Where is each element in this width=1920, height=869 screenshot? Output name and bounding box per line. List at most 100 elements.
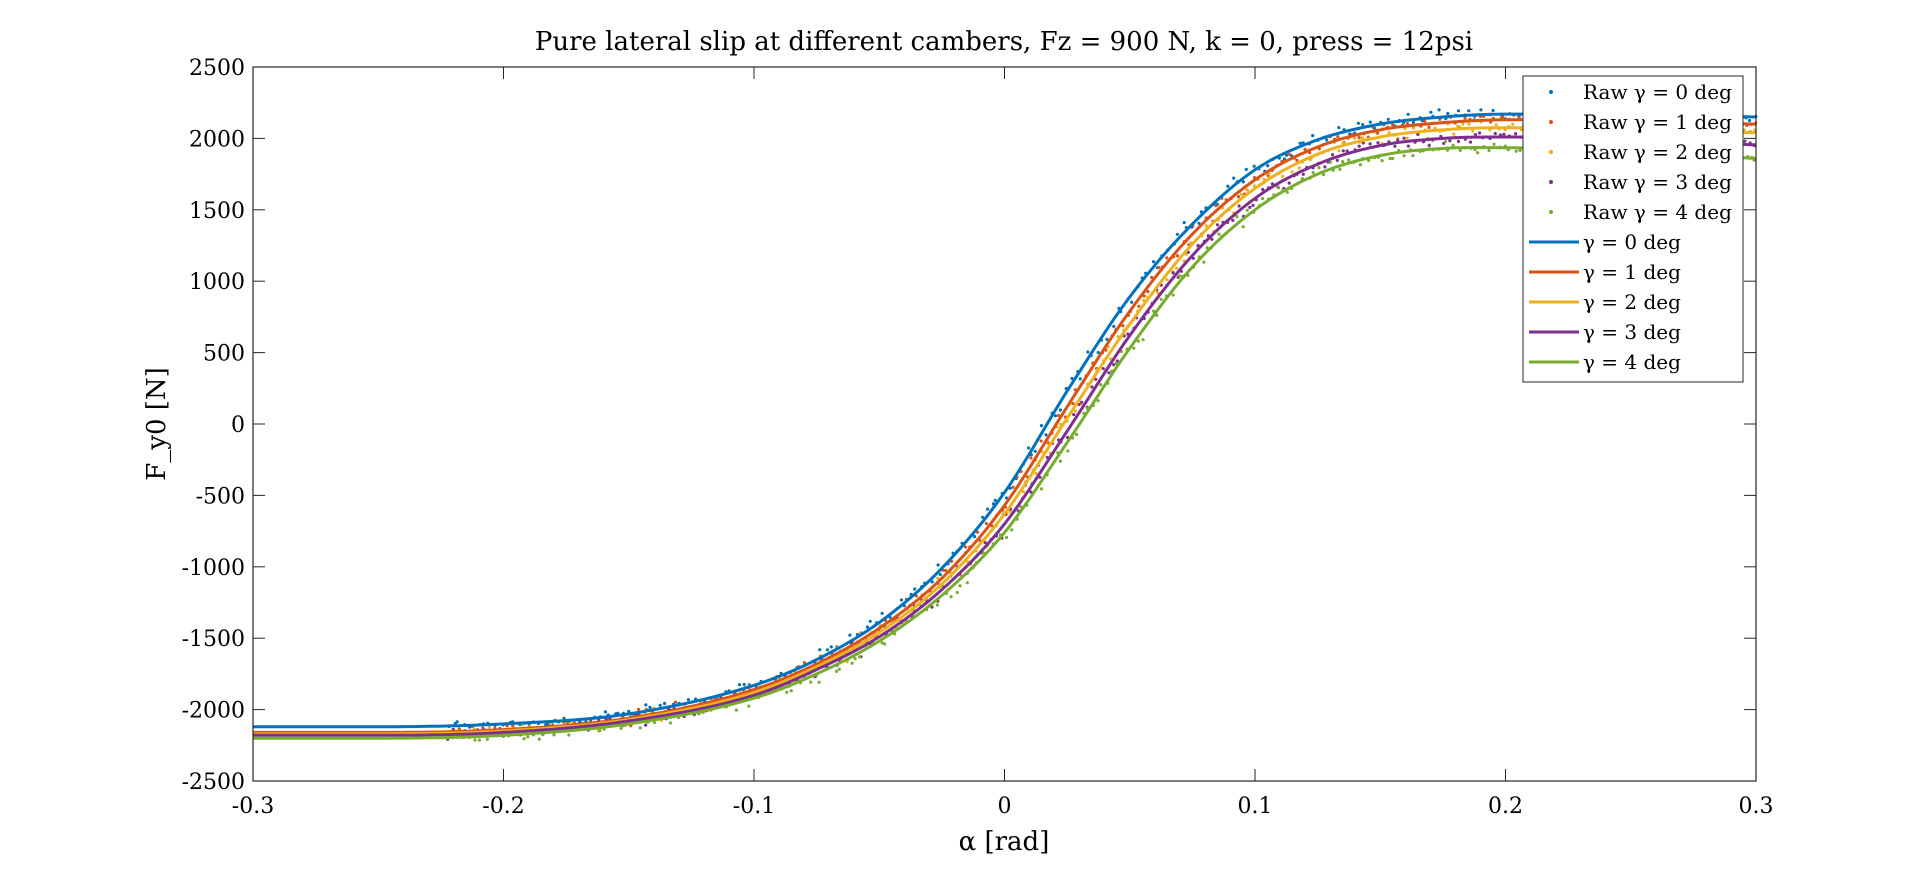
raw-point (1241, 180, 1245, 184)
raw-point (1387, 131, 1391, 135)
raw-point (983, 541, 987, 545)
raw-point (1396, 138, 1400, 142)
raw-point (1456, 139, 1461, 143)
raw-point (1029, 490, 1033, 494)
raw-point (1288, 152, 1292, 157)
raw-point (1448, 139, 1452, 143)
raw-point (537, 737, 541, 741)
raw-point (1471, 129, 1475, 133)
raw-point (1210, 237, 1214, 241)
raw-point (1121, 324, 1125, 328)
raw-point (747, 704, 751, 708)
raw-point (1380, 159, 1384, 163)
raw-point (1073, 409, 1078, 413)
raw-point (1053, 414, 1057, 418)
raw-point (880, 641, 884, 645)
raw-point (1317, 166, 1321, 170)
raw-point (1301, 172, 1305, 176)
legend-raw-label: Raw γ = 4 deg (1583, 200, 1732, 224)
raw-point (1473, 133, 1478, 137)
raw-point (809, 680, 813, 684)
legend-raw-marker (1549, 180, 1553, 184)
raw-point (986, 507, 990, 511)
y-tick-label: 1500 (189, 199, 245, 224)
raw-point (1452, 132, 1456, 136)
raw-point (1411, 120, 1415, 124)
raw-point (1331, 153, 1335, 157)
raw-point (993, 498, 997, 502)
y-tick-label: 500 (203, 342, 245, 367)
raw-point (1244, 167, 1248, 171)
raw-point (668, 721, 673, 725)
raw-point (1358, 163, 1362, 167)
legend-raw-marker (1549, 150, 1553, 154)
legend-raw-label: Raw γ = 1 deg (1583, 110, 1732, 134)
raw-point (1311, 134, 1315, 138)
raw-point (1226, 184, 1230, 188)
legend-raw-marker (1549, 120, 1553, 124)
raw-point (1266, 164, 1270, 168)
legend-raw-label: Raw γ = 3 deg (1583, 170, 1732, 194)
raw-point (1078, 377, 1082, 381)
raw-point (1004, 535, 1009, 540)
raw-point (818, 648, 822, 652)
x-axis-label: α [rad] (959, 827, 1050, 857)
raw-point (1743, 139, 1747, 143)
raw-point (1337, 149, 1341, 153)
raw-point (1406, 144, 1410, 148)
raw-point (1197, 221, 1201, 225)
raw-point (1261, 187, 1265, 192)
raw-point (1044, 433, 1048, 437)
raw-point (834, 669, 839, 674)
x-tick-label: 0.3 (1739, 794, 1774, 819)
raw-point (1175, 232, 1179, 236)
raw-point (1159, 297, 1163, 301)
raw-point (1467, 122, 1471, 126)
raw-point (1747, 118, 1752, 123)
raw-point (652, 720, 657, 725)
raw-point (648, 705, 652, 710)
raw-point (1511, 122, 1515, 126)
raw-point (1277, 186, 1281, 190)
raw-point (1107, 371, 1111, 375)
legend-line-label: γ = 3 deg (1583, 320, 1681, 344)
raw-point (1245, 208, 1249, 212)
raw-point (1252, 164, 1256, 168)
legend-line-label: γ = 4 deg (1583, 350, 1681, 374)
axis-ticks: -0.3 -0.2 -0.1 0 0.1 0.2 0.3 2500 2000 1500 1000 50… (182, 56, 1774, 819)
raw-point (1492, 142, 1496, 146)
y-tick-label: 2500 (189, 56, 245, 81)
raw-point (1080, 400, 1084, 404)
raw-point (603, 710, 608, 714)
raw-point (817, 680, 821, 684)
raw-point (619, 726, 623, 731)
raw-point (1461, 122, 1465, 126)
raw-point (938, 572, 942, 577)
raw-point (1493, 131, 1497, 136)
raw-point (955, 590, 959, 595)
raw-point (1282, 157, 1287, 161)
raw-point (1175, 254, 1180, 258)
raw-point (1323, 165, 1327, 169)
raw-point (477, 738, 481, 742)
raw-point (1412, 126, 1416, 130)
raw-point (1368, 120, 1372, 124)
raw-point (943, 568, 948, 573)
raw-point (1376, 141, 1380, 145)
raw-point (1239, 192, 1244, 196)
raw-point (1146, 290, 1150, 294)
raw-point (1391, 123, 1395, 127)
raw-point (734, 708, 739, 712)
raw-point (1177, 274, 1182, 278)
raw-point (1231, 218, 1235, 222)
raw-point (1487, 148, 1491, 153)
raw-point (1348, 132, 1352, 136)
raw-point (1027, 446, 1031, 450)
raw-point (455, 720, 459, 724)
raw-point (1502, 132, 1506, 136)
raw-point (1202, 260, 1206, 264)
raw-point (1101, 367, 1105, 371)
raw-point (1137, 304, 1141, 308)
raw-point (1361, 141, 1365, 145)
raw-point (1458, 148, 1462, 152)
